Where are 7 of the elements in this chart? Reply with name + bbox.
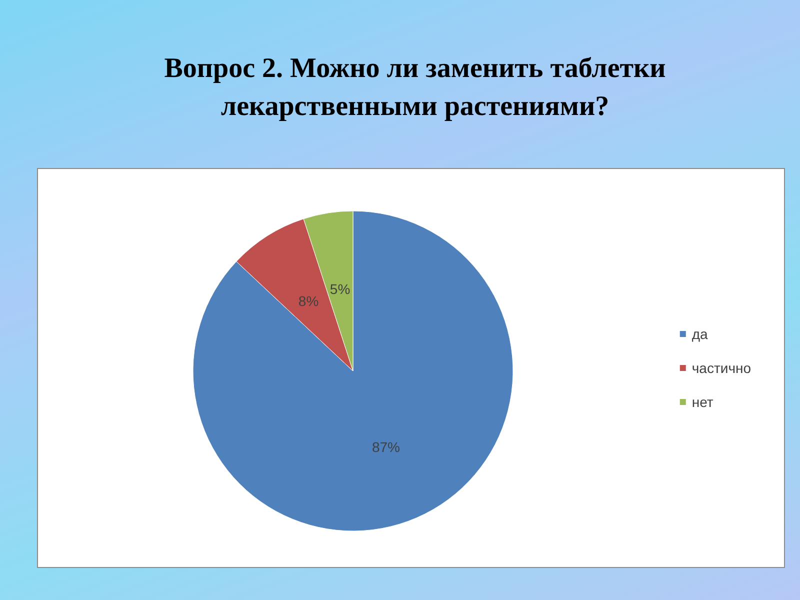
chart-title: Вопрос 2. Можно ли заменить таблетки лекарственными растениями? [163,52,667,124]
data-label: 87% [372,439,400,456]
legend-label: нет [692,394,714,410]
data-label: 8% [298,292,319,309]
data-label: 5% [330,281,350,298]
legend-label: частично [692,360,752,376]
legend-label: да [692,326,708,342]
